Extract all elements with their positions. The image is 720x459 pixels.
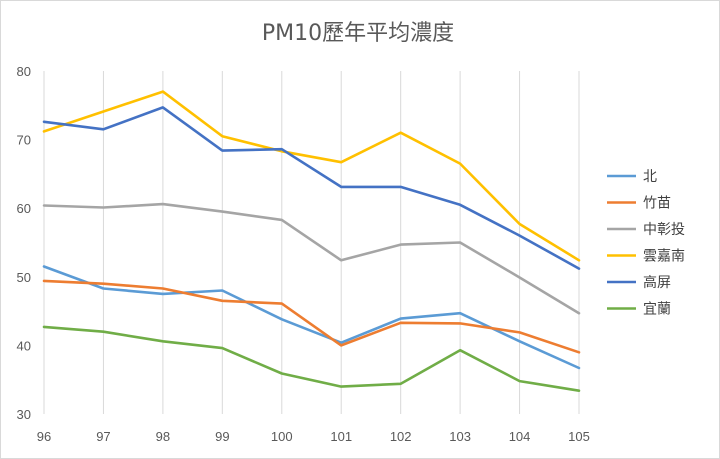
series-line-4 — [42, 90, 581, 262]
x-tick-label: 103 — [449, 429, 471, 444]
x-tick-label: 99 — [215, 429, 229, 444]
series-line-6 — [42, 325, 581, 393]
y-tick-label: 40 — [17, 338, 31, 353]
legend-label: 北 — [643, 169, 657, 185]
legend-label: 宜蘭 — [643, 302, 671, 318]
chart-title: PM10歷年平均濃度 — [262, 21, 454, 46]
series-line-2 — [42, 279, 581, 354]
y-tick-label: 70 — [17, 133, 31, 148]
y-axis-ticks: 30 40 50 60 70 80 — [17, 64, 31, 422]
x-tick-label: 104 — [509, 429, 531, 444]
x-tick-label: 101 — [330, 429, 352, 444]
legend-label: 高屏 — [643, 274, 671, 291]
series-line-1 — [42, 265, 581, 370]
legend-label: 中彰投 — [643, 221, 685, 238]
x-tick-label: 96 — [37, 429, 51, 444]
x-tick-label: 102 — [390, 429, 412, 444]
series-lines — [42, 90, 581, 393]
y-tick-label: 30 — [17, 407, 31, 422]
x-tick-label: 97 — [96, 429, 110, 444]
y-tick-label: 60 — [17, 201, 31, 216]
legend-label: 雲嘉南 — [643, 249, 685, 265]
series-line-5 — [42, 106, 581, 270]
legend-label: 竹苗 — [643, 196, 671, 212]
y-tick-label: 80 — [17, 64, 31, 79]
x-tick-label: 98 — [156, 429, 170, 444]
y-tick-label: 50 — [17, 270, 31, 285]
x-tick-label: 100 — [271, 429, 293, 444]
x-tick-label: 105 — [568, 429, 590, 444]
series-line-3 — [42, 202, 581, 315]
x-axis-ticks: 96 97 98 99 100 101 102 103 104 105 — [37, 429, 590, 444]
